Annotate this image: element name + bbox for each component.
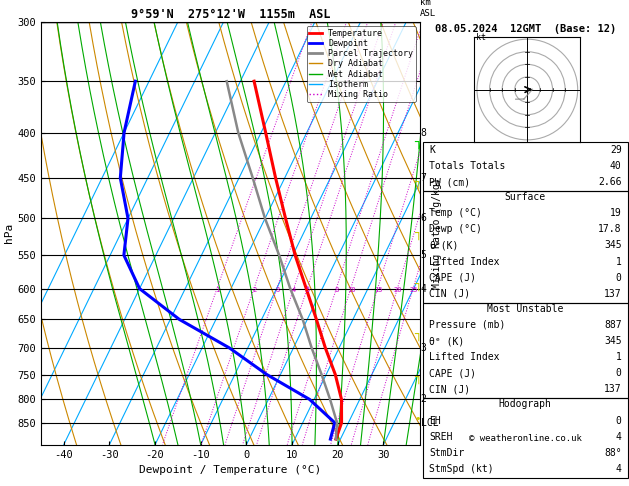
Text: 1: 1 [616,257,621,266]
Text: 1: 1 [616,352,621,362]
Text: 8: 8 [335,287,339,293]
Text: 7: 7 [421,173,426,183]
Text: Hodograph: Hodograph [499,399,552,409]
Text: K: K [429,145,435,155]
Text: 2: 2 [421,394,426,404]
Text: StmDir: StmDir [429,448,464,458]
Text: CAPE (J): CAPE (J) [429,368,476,378]
Text: km
ASL: km ASL [420,0,436,17]
Text: ┐: ┐ [414,278,421,291]
Text: LCL: LCL [421,417,438,428]
Bar [423,303,628,398]
Text: 4: 4 [616,432,621,442]
Text: Mixing Ratio (g/kg): Mixing Ratio (g/kg) [432,177,442,289]
Text: 5: 5 [306,287,310,293]
Text: Pressure (mb): Pressure (mb) [429,320,505,330]
Text: 88°: 88° [604,448,621,458]
Text: 19: 19 [610,208,621,218]
Text: kt: kt [476,34,486,42]
Text: ┐: ┐ [414,328,421,341]
X-axis label: Dewpoint / Temperature (°C): Dewpoint / Temperature (°C) [139,465,321,475]
Text: 2: 2 [252,287,257,293]
Text: ┐: ┐ [414,136,421,149]
Text: 0: 0 [616,416,621,426]
Text: © weatheronline.co.uk: © weatheronline.co.uk [469,434,582,443]
Text: PW (cm): PW (cm) [429,177,470,187]
Bar [423,191,628,303]
Text: 0: 0 [616,368,621,378]
Title: 9°59'N  275°12'W  1155m  ASL: 9°59'N 275°12'W 1155m ASL [131,8,330,21]
Text: Dewp (°C): Dewp (°C) [429,225,482,234]
Text: Lifted Index: Lifted Index [429,352,499,362]
Text: 137: 137 [604,384,621,394]
Text: Surface: Surface [504,192,546,202]
Text: StmSpd (kt): StmSpd (kt) [429,464,494,474]
Text: ┐: ┐ [414,227,421,240]
Text: 5: 5 [421,250,426,260]
Text: 4: 4 [421,284,426,294]
Text: 2.66: 2.66 [598,177,621,187]
Text: Temp (°C): Temp (°C) [429,208,482,218]
Legend: Temperature, Dewpoint, Parcel Trajectory, Dry Adiabat, Wet Adiabat, Isotherm, Mi: Temperature, Dewpoint, Parcel Trajectory… [306,26,416,102]
Text: 3: 3 [276,287,280,293]
Text: 20: 20 [394,287,402,293]
Bar [423,142,628,191]
Y-axis label: hPa: hPa [4,223,14,243]
Text: 137: 137 [604,289,621,299]
Text: 345: 345 [604,241,621,250]
Text: 4: 4 [292,287,296,293]
Text: θᵉ(K): θᵉ(K) [429,241,459,250]
Text: •: • [415,415,421,424]
Text: 08.05.2024  12GMT  (Base: 12): 08.05.2024 12GMT (Base: 12) [435,24,616,34]
Text: θᵉ (K): θᵉ (K) [429,336,464,346]
Text: ┐: ┐ [414,370,421,383]
Text: 17.8: 17.8 [598,225,621,234]
Text: Most Unstable: Most Unstable [487,304,564,314]
Text: CIN (J): CIN (J) [429,289,470,299]
Text: EH: EH [429,416,441,426]
Text: 40: 40 [610,161,621,171]
Text: SREH: SREH [429,432,452,442]
Text: CIN (J): CIN (J) [429,384,470,394]
Text: 887: 887 [604,320,621,330]
Text: CAPE (J): CAPE (J) [429,273,476,282]
Text: 25: 25 [409,287,418,293]
Text: 8: 8 [421,128,426,138]
Text: 1: 1 [216,287,220,293]
Text: ┐: ┐ [414,176,421,189]
Text: Totals Totals: Totals Totals [429,161,505,171]
Bar [423,398,628,478]
Text: 29: 29 [610,145,621,155]
Text: 0: 0 [616,273,621,282]
Text: 6: 6 [421,213,426,224]
Text: Lifted Index: Lifted Index [429,257,499,266]
Text: 15: 15 [374,287,382,293]
Text: 345: 345 [604,336,621,346]
Text: 4: 4 [616,464,621,474]
Text: 3: 3 [421,343,426,353]
Text: 10: 10 [347,287,355,293]
